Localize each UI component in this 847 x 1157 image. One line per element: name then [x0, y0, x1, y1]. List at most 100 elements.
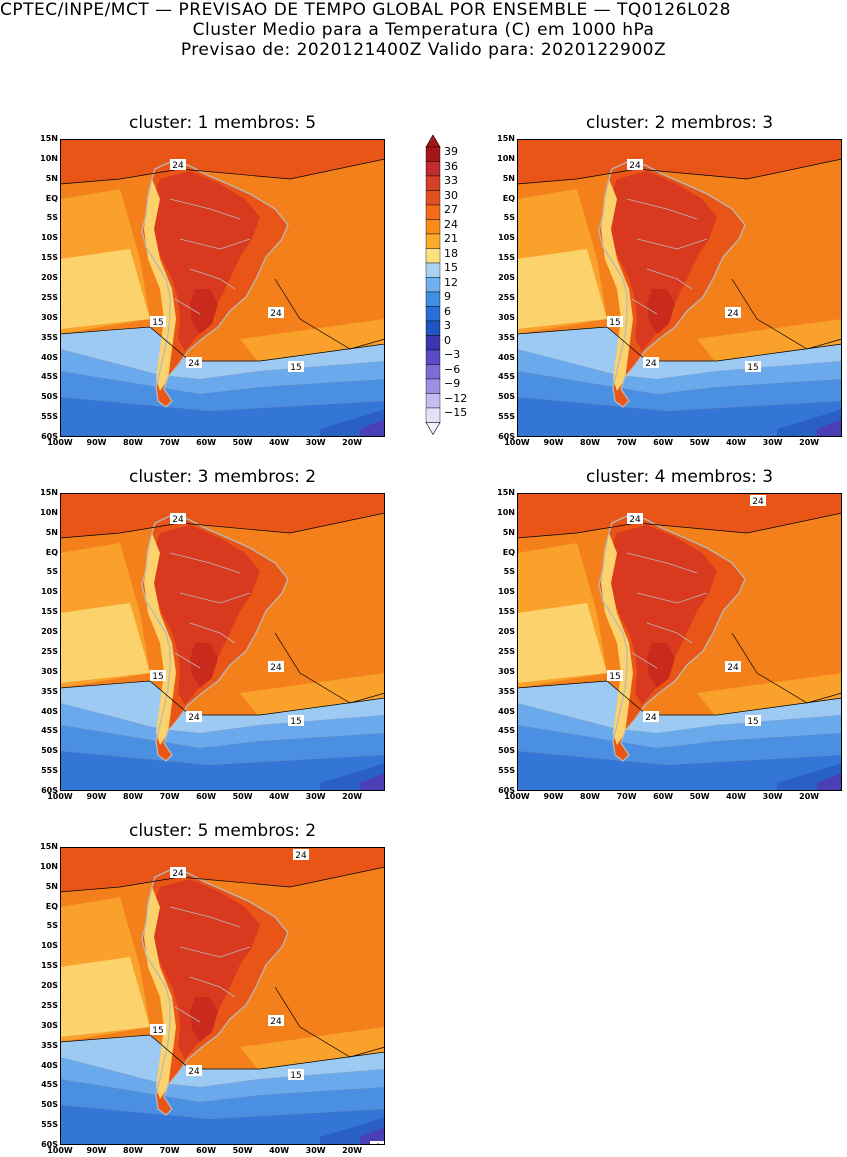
lat-tick-label: EQ [502, 547, 515, 557]
header-line-2: Cluster Medio para a Temperatura (C) em … [192, 20, 655, 40]
lon-tick-label: 30W [762, 438, 783, 447]
band-6 [60, 397, 385, 437]
band-12 [60, 1057, 385, 1102]
band-0 [360, 1127, 385, 1145]
colorbar-swatch [425, 320, 441, 336]
lon-tick-label: 30W [762, 792, 783, 801]
colorbar-swatch [425, 306, 441, 322]
header-line-1: CPTEC/INPE/MCT — PREVISAO DE TEMPO GLOBA… [0, 0, 731, 20]
lat-tick-label: EQ [502, 193, 515, 203]
lat-tick-label: 50S [498, 746, 515, 756]
lon-tick-label: 40W [269, 438, 290, 447]
andes-strip [144, 533, 176, 745]
lat-tick-label: 40S [498, 352, 515, 362]
lat-tick-label: 10N [40, 153, 58, 163]
lat-tick-label: 35S [41, 686, 58, 696]
contour-label: 15 [150, 316, 166, 328]
lon-tick-label: 70W [159, 438, 180, 447]
coastline [141, 160, 289, 408]
lat-tick-label: 45S [498, 726, 515, 736]
lat-tick-label: 60S [41, 1140, 58, 1149]
panel-title: cluster: 4 membros: 3 [585, 467, 774, 487]
contour-label-text: 24 [645, 359, 657, 369]
lon-tick-label: 90W [86, 792, 107, 801]
lat-tick-label: 15S [498, 253, 515, 263]
coastline [141, 514, 289, 762]
contour-label: 24 [186, 1065, 202, 1077]
contour-label-text: 24 [172, 515, 184, 525]
lon-tick-label: 90W [543, 792, 564, 801]
contour-label-text: 24 [295, 851, 307, 861]
lat-tick-label: 20S [41, 273, 58, 283]
map-frame [517, 493, 842, 791]
contour-label-text: 24 [645, 713, 657, 723]
lat-tick-label: 40S [41, 352, 58, 362]
colorbar-label: −12 [444, 391, 468, 405]
lat-tick-label: 25S [498, 292, 515, 302]
colorbar-swatch [425, 407, 441, 423]
colorbar-label: 15 [444, 261, 458, 274]
band-6 [517, 751, 842, 791]
temperature-map: 2415242415240 [60, 847, 385, 1145]
lat-tick-label: 5N [502, 173, 515, 183]
lat-tick-label: 15S [498, 607, 515, 617]
hot-core [152, 879, 260, 1059]
lon-tick-label: 100W [504, 792, 530, 801]
lat-tick-label: 35S [498, 686, 515, 696]
contour-label-text: 15 [609, 672, 620, 682]
lat-tick-label: 50S [41, 746, 58, 756]
lon-tick-label: 50W [689, 792, 710, 801]
lat-tick-label: 5N [45, 527, 58, 537]
hot-core [609, 525, 717, 705]
colorbar-swatch [425, 364, 441, 380]
contour-label-text: 24 [752, 497, 764, 507]
contour-label-text: 24 [270, 1017, 282, 1027]
lat-tick-label: 30S [41, 312, 58, 322]
lat-tick-label: 25S [41, 646, 58, 656]
lat-tick-label: 50S [498, 392, 515, 402]
contour-label: 24 [750, 495, 766, 507]
lat-tick-label: 45S [41, 726, 58, 736]
band-9 [517, 725, 842, 765]
map-frame [60, 847, 385, 1145]
lat-tick-label: 50S [41, 392, 58, 402]
colorbar-arrow-bottom [425, 422, 441, 436]
contour-label-text: 15 [290, 363, 301, 373]
colorbar-swatch [425, 335, 441, 351]
lat-tick-label: 5S [46, 213, 58, 223]
contour-label: 24 [293, 849, 309, 861]
contour-label-text: 24 [188, 359, 200, 369]
lon-tick-label: 20W [799, 792, 820, 801]
contour-label-text: 15 [152, 672, 163, 682]
lat-tick-label: 10N [40, 507, 58, 517]
country-borders [169, 906, 251, 1023]
lat-tick-label: 5S [46, 567, 58, 577]
colorbar-swatch [425, 378, 441, 394]
coastline [598, 514, 746, 762]
hot-core [609, 171, 717, 351]
lat-tick-label: 25S [498, 646, 515, 656]
panel-title: cluster: 5 membros: 2 [128, 821, 317, 841]
lat-tick-label: 15N [40, 488, 58, 497]
lat-tick-label: 5S [46, 921, 58, 931]
band-24-east [732, 563, 842, 703]
lon-tick-label: 40W [726, 438, 747, 447]
lon-tick-label: 50W [232, 438, 253, 447]
lon-tick-label: 90W [543, 438, 564, 447]
lat-tick-label: 60S [41, 432, 58, 441]
lon-tick-label: 20W [342, 1146, 363, 1155]
contour-label: 24 [170, 867, 186, 879]
contour-24 [731, 278, 842, 350]
lon-tick-label: 20W [799, 438, 820, 447]
lat-tick-label: 5S [503, 213, 515, 223]
lon-tick-label: 20W [342, 792, 363, 801]
band-0 [360, 419, 385, 437]
contour-label: 24 [170, 159, 186, 171]
colorbar-label: 36 [444, 159, 458, 173]
contour-label-text: 24 [629, 161, 641, 171]
temperature-map: 24 15 24 24 15 [517, 139, 842, 437]
lat-tick-label: 30S [498, 312, 515, 322]
lat-tick-label: 30S [41, 1020, 58, 1030]
coastline [141, 868, 289, 1116]
lon-tick-label: 30W [305, 1146, 326, 1155]
